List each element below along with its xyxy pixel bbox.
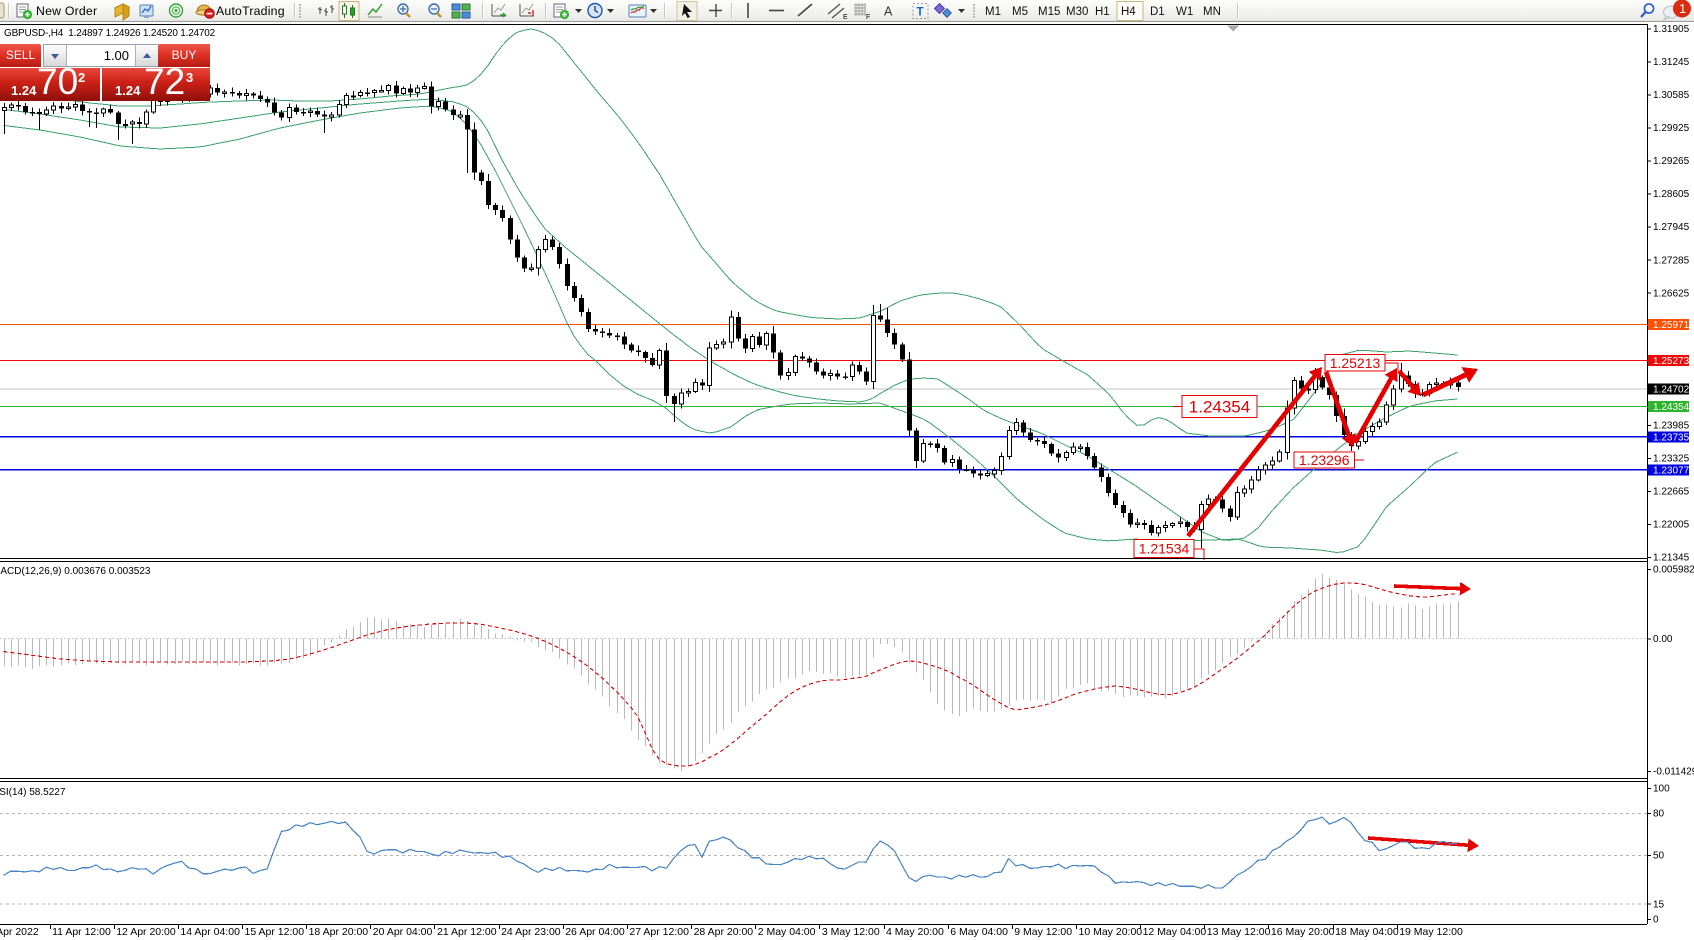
- svg-text:F: F: [866, 14, 870, 21]
- svg-text:15: 15: [1653, 899, 1665, 910]
- svg-text:4 May 20:00: 4 May 20:00: [886, 926, 944, 938]
- svg-text:19 May 12:00: 19 May 12:00: [1399, 926, 1463, 938]
- svg-text:1.25213: 1.25213: [1330, 355, 1381, 371]
- svg-text:1.22665: 1.22665: [1653, 487, 1690, 498]
- svg-text:9 May 12:00: 9 May 12:00: [1014, 926, 1072, 938]
- svg-text:12 Apr 20:00: 12 Apr 20:00: [116, 926, 176, 938]
- svg-text:MN: MN: [1203, 6, 1221, 18]
- svg-text:RSI(14) 58.5227: RSI(14) 58.5227: [0, 787, 66, 798]
- svg-text:100: 100: [1653, 784, 1670, 795]
- svg-text:26 Apr 04:00: 26 Apr 04:00: [565, 926, 625, 938]
- svg-text:18 May 04:00: 18 May 04:00: [1335, 926, 1399, 938]
- svg-text:1.29925: 1.29925: [1653, 123, 1690, 134]
- svg-text:1.22005: 1.22005: [1653, 520, 1690, 531]
- svg-text:1.24354: 1.24354: [1189, 398, 1250, 417]
- svg-text:14 Apr 04:00: 14 Apr 04:00: [180, 926, 240, 938]
- svg-text:AutoTrading: AutoTrading: [216, 4, 285, 18]
- svg-text:1.21345: 1.21345: [1653, 553, 1690, 564]
- svg-text:1.27285: 1.27285: [1653, 255, 1690, 266]
- svg-text:1: 1: [1679, 1, 1686, 16]
- svg-text:50: 50: [1653, 850, 1665, 861]
- svg-text:1.28605: 1.28605: [1653, 189, 1690, 200]
- svg-text:11 Apr 12:00: 11 Apr 12:00: [52, 926, 111, 938]
- svg-text:6 May 04:00: 6 May 04:00: [950, 926, 1008, 938]
- svg-text:1.31245: 1.31245: [1653, 57, 1690, 68]
- svg-text:1.23296: 1.23296: [1299, 452, 1350, 468]
- svg-text:1.21534: 1.21534: [1139, 541, 1190, 557]
- svg-text:3 May 12:00: 3 May 12:00: [822, 926, 880, 938]
- svg-text:20 Apr 04:00: 20 Apr 04:00: [373, 926, 433, 938]
- svg-text:M5: M5: [1012, 6, 1028, 18]
- svg-text:8 Apr 2022: 8 Apr 2022: [0, 926, 39, 938]
- svg-text:M15: M15: [1038, 6, 1060, 18]
- svg-text:1.23985: 1.23985: [1653, 421, 1690, 432]
- svg-text:1.23735: 1.23735: [1653, 432, 1690, 443]
- svg-text:T: T: [917, 7, 924, 19]
- svg-text:W1: W1: [1176, 6, 1193, 18]
- svg-text:E: E: [843, 14, 848, 21]
- svg-text:1.23077: 1.23077: [1653, 465, 1690, 476]
- svg-text:1.25971: 1.25971: [1653, 320, 1690, 331]
- svg-text:15 Apr 12:00: 15 Apr 12:00: [245, 926, 305, 938]
- svg-text:1.24702: 1.24702: [1653, 384, 1690, 395]
- svg-text:13 May 12:00: 13 May 12:00: [1207, 926, 1271, 938]
- svg-text:2 May 04:00: 2 May 04:00: [758, 926, 816, 938]
- svg-text:1.24354: 1.24354: [1653, 402, 1690, 413]
- svg-text:1.31905: 1.31905: [1653, 24, 1690, 35]
- svg-text:0: 0: [1653, 915, 1659, 926]
- svg-text:1.30585: 1.30585: [1653, 90, 1690, 101]
- svg-text:28 Apr 20:00: 28 Apr 20:00: [694, 926, 754, 938]
- svg-text:New Order: New Order: [36, 4, 97, 18]
- svg-text:0.00: 0.00: [1653, 634, 1673, 645]
- svg-text:1.26625: 1.26625: [1653, 288, 1690, 299]
- svg-text:10 May 20:00: 10 May 20:00: [1079, 926, 1143, 938]
- svg-text:-0.011429: -0.011429: [1653, 767, 1694, 778]
- svg-text:GBPUSD-,H4 1.24897 1.24926 1.: GBPUSD-,H4 1.24897 1.24926 1.24520 1.247…: [4, 28, 216, 39]
- svg-text:H1: H1: [1095, 6, 1110, 18]
- svg-text:1.27945: 1.27945: [1653, 222, 1690, 233]
- svg-text:D1: D1: [1150, 6, 1165, 18]
- svg-text:21 Apr 12:00: 21 Apr 12:00: [437, 926, 497, 938]
- svg-text:1.23325: 1.23325: [1653, 454, 1690, 465]
- svg-text:18 Apr 20:00: 18 Apr 20:00: [309, 926, 369, 938]
- svg-text:M30: M30: [1066, 6, 1088, 18]
- svg-text:M1: M1: [985, 6, 1001, 18]
- svg-text:80: 80: [1653, 809, 1665, 820]
- svg-text:A: A: [884, 5, 893, 19]
- svg-text:1.29265: 1.29265: [1653, 156, 1690, 167]
- svg-text:H4: H4: [1121, 6, 1136, 18]
- svg-text:0.005982: 0.005982: [1653, 565, 1694, 576]
- svg-text:16 May 20:00: 16 May 20:00: [1271, 926, 1335, 938]
- svg-text:12 May 04:00: 12 May 04:00: [1143, 926, 1207, 938]
- svg-text:24 Apr 23:00: 24 Apr 23:00: [501, 926, 561, 938]
- svg-text:1.25273: 1.25273: [1653, 356, 1690, 367]
- svg-text:27 Apr 12:00: 27 Apr 12:00: [629, 926, 689, 938]
- svg-text:MACD(12,26,9) 0.003676 0.00352: MACD(12,26,9) 0.003676 0.003523: [0, 566, 151, 577]
